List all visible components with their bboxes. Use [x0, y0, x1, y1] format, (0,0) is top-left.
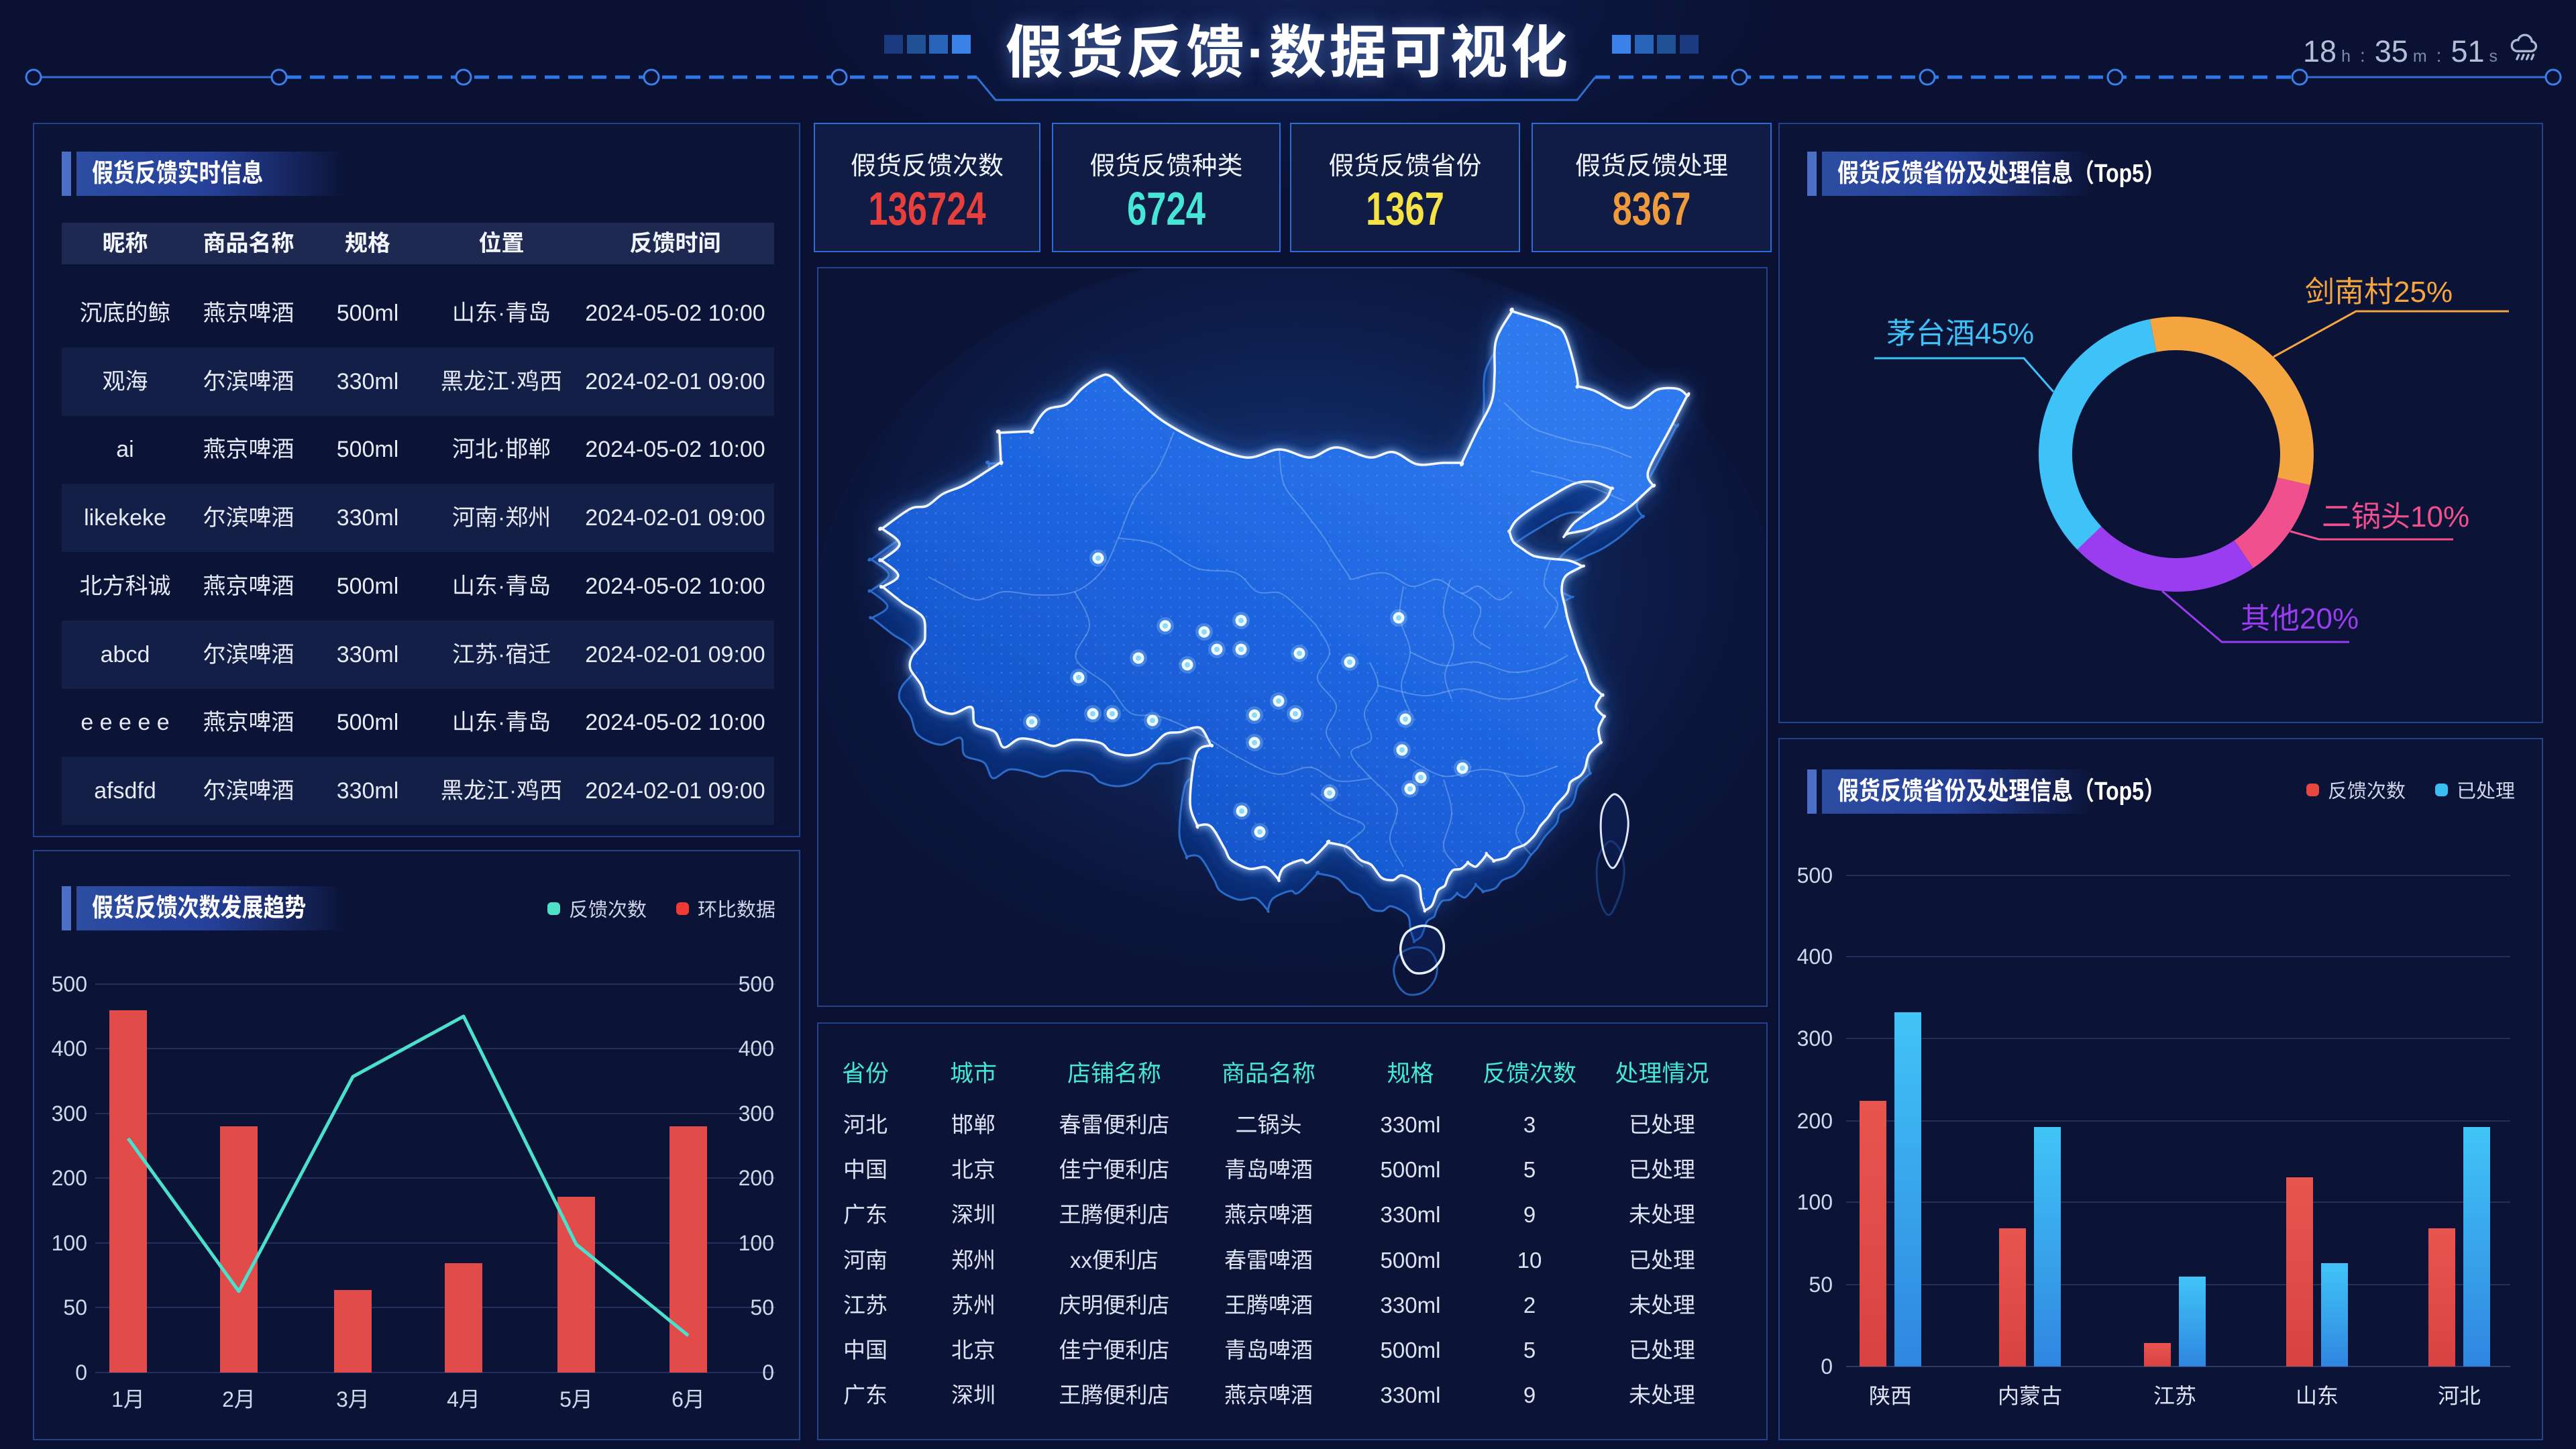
svg-text:剑南村25%: 剑南村25%	[2305, 276, 2453, 309]
svg-text:0: 0	[75, 1360, 87, 1385]
svg-text:二锅头10%: 二锅头10%	[2322, 500, 2469, 533]
svg-text:500: 500	[1797, 863, 1833, 888]
svg-text:200: 200	[1797, 1109, 1833, 1133]
svg-text:400: 400	[52, 1036, 87, 1061]
svg-text:内蒙古: 内蒙古	[1998, 1384, 2062, 1408]
svg-text:1月: 1月	[111, 1387, 145, 1411]
svg-text:200: 200	[52, 1166, 87, 1190]
svg-text:50: 50	[63, 1295, 87, 1320]
svg-text:50: 50	[1809, 1273, 1833, 1297]
svg-text:300: 300	[739, 1102, 774, 1126]
svg-text:江苏: 江苏	[2153, 1384, 2196, 1408]
svg-text:300: 300	[52, 1102, 87, 1126]
svg-text:300: 300	[1797, 1026, 1833, 1051]
svg-text:500: 500	[739, 972, 774, 996]
svg-text:0: 0	[1821, 1354, 1833, 1379]
svg-text:5月: 5月	[559, 1387, 593, 1411]
svg-text:茅台酒45%: 茅台酒45%	[1886, 317, 2034, 350]
svg-text:500: 500	[52, 972, 87, 996]
svg-text:河北: 河北	[2438, 1384, 2481, 1408]
svg-text:400: 400	[1797, 945, 1833, 969]
svg-text:100: 100	[739, 1231, 774, 1255]
svg-text:100: 100	[52, 1231, 87, 1255]
svg-text:3月: 3月	[336, 1387, 370, 1411]
svg-text:400: 400	[739, 1036, 774, 1061]
svg-text:2月: 2月	[222, 1387, 256, 1411]
svg-text:6月: 6月	[672, 1387, 705, 1411]
svg-text:100: 100	[1797, 1190, 1833, 1214]
svg-text:陕西: 陕西	[1869, 1384, 1912, 1408]
svg-text:其他20%: 其他20%	[2241, 602, 2359, 635]
svg-text:0: 0	[762, 1360, 774, 1385]
svg-text:山东: 山东	[2296, 1384, 2339, 1408]
svg-text:200: 200	[739, 1166, 774, 1190]
svg-text:4月: 4月	[447, 1387, 480, 1411]
svg-text:50: 50	[750, 1295, 774, 1320]
